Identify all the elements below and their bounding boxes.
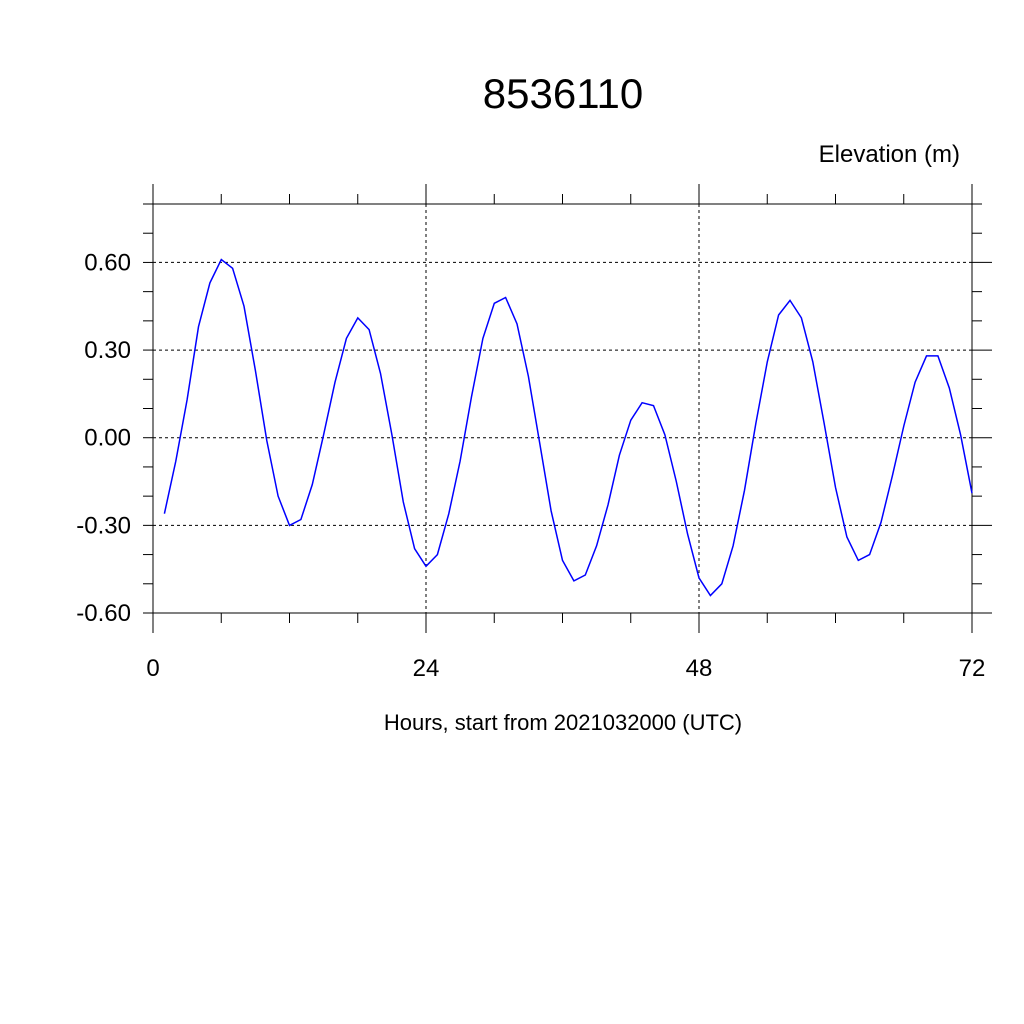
grid	[152, 204, 973, 614]
y-axis-label: Elevation (m)	[819, 141, 960, 168]
y-tick-label: -0.60	[76, 600, 131, 627]
series-line	[163, 258, 973, 597]
x-axis-label: Hours, start from 2021032000 (UTC)	[384, 710, 742, 735]
y-tick-label: -0.30	[76, 512, 131, 539]
chart-title: 8536110	[483, 70, 643, 117]
y-tick-label: 0.60	[84, 249, 131, 276]
x-tick-label: 72	[959, 655, 986, 682]
x-tick-label: 24	[413, 655, 440, 682]
tick-labels: 0.60 0.30 0.00 -0.30 -0.60 0 24 48 72	[76, 249, 985, 682]
x-tick-label: 48	[686, 655, 713, 682]
x-tick-label: 0	[146, 655, 159, 682]
y-tick-label: 0.00	[84, 425, 131, 452]
ticks	[143, 184, 992, 633]
y-tick-label: 0.30	[84, 337, 131, 364]
plot-frame	[152, 203, 973, 614]
